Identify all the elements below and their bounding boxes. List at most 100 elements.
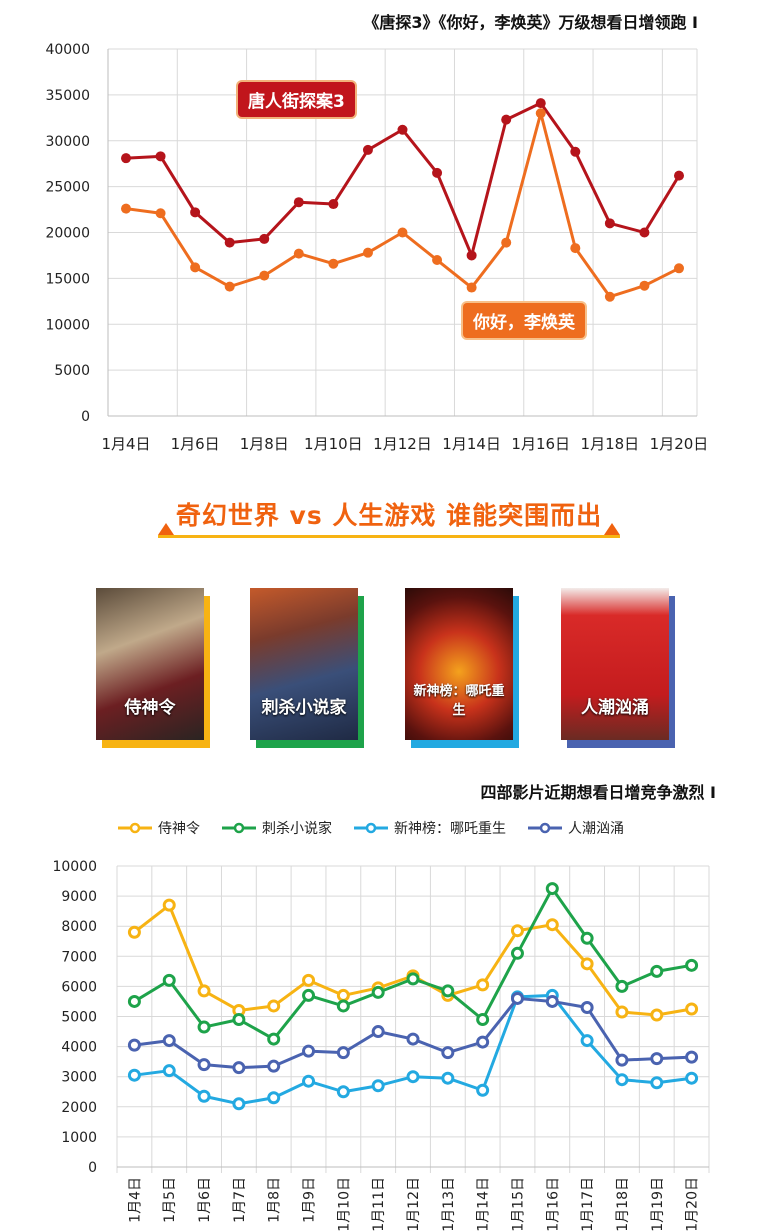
y-tick-label: 25000 xyxy=(45,180,90,196)
data-point xyxy=(190,262,201,273)
data-point xyxy=(476,978,490,992)
poster-title: 侍神令 xyxy=(124,698,176,718)
x-tick-label: 1月12日 xyxy=(406,1177,422,1231)
y-tick-label: 9000 xyxy=(61,889,97,905)
data-point xyxy=(570,243,581,254)
data-point xyxy=(501,114,512,125)
data-point xyxy=(259,270,270,281)
y-tick-label: 3000 xyxy=(61,1070,97,1086)
poster-image: 侍神令 xyxy=(96,588,204,740)
data-point xyxy=(510,924,524,938)
y-tick-label: 20000 xyxy=(45,226,90,242)
poster-nezha: 新神榜：哪吒重生 xyxy=(405,588,519,748)
data-point xyxy=(267,1059,281,1073)
data-point xyxy=(121,203,131,214)
legend-swatch xyxy=(528,822,562,834)
banner-right-triangle xyxy=(604,523,620,535)
bottom-chart-legend: 侍神令 刺杀小说家 新神榜：哪吒重生 人潮汹涌 xyxy=(118,819,624,837)
banner-underline xyxy=(158,535,620,538)
data-point xyxy=(604,291,615,302)
data-point xyxy=(371,985,385,999)
comparison-banner: 奇幻世界 vs 人生游戏 谁能突围而出 xyxy=(158,494,620,544)
legend-item: 新神榜：哪吒重生 xyxy=(354,818,506,838)
y-tick-label: 6000 xyxy=(61,979,97,995)
legend-item: 人潮汹涌 xyxy=(528,818,624,838)
data-point xyxy=(259,233,270,244)
x-tick-label: 1月20日 xyxy=(685,1177,701,1231)
x-tick-label: 1月8日 xyxy=(267,1177,283,1223)
x-tick-label: 1月10日 xyxy=(336,1177,352,1231)
data-point xyxy=(267,999,281,1013)
data-point xyxy=(162,973,176,987)
data-point xyxy=(302,973,316,987)
data-point xyxy=(190,207,201,218)
data-point xyxy=(293,248,304,259)
data-point xyxy=(685,1071,699,1085)
data-point xyxy=(302,1044,316,1058)
data-point xyxy=(155,208,166,219)
data-point xyxy=(232,1097,246,1111)
x-tick-label: 1月5日 xyxy=(162,1177,178,1223)
poster-cisha: 刺杀小说家 xyxy=(250,588,364,748)
data-point xyxy=(197,1058,211,1072)
data-point xyxy=(197,984,211,998)
bottom-line-chart: 0 1000 2000 3000 4000 5000 6000 7000 8000 9000 100… xyxy=(52,859,710,1231)
x-tick-label: 1月13日 xyxy=(441,1177,457,1231)
data-point xyxy=(267,1091,281,1105)
legend-label: 刺杀小说家 xyxy=(262,821,332,837)
data-point xyxy=(162,1034,176,1048)
data-point xyxy=(406,1070,420,1084)
data-point xyxy=(545,918,559,932)
poster-title: 刺杀小说家 xyxy=(261,698,347,718)
data-point xyxy=(674,263,684,274)
data-point xyxy=(650,1008,664,1022)
data-point xyxy=(650,1076,664,1090)
data-point xyxy=(232,1061,246,1075)
data-point xyxy=(362,144,373,155)
data-point xyxy=(685,1050,699,1064)
data-point xyxy=(197,1020,211,1034)
data-point xyxy=(510,946,524,960)
x-tick-label: 1月6日 xyxy=(197,1177,213,1223)
data-point xyxy=(545,882,559,896)
data-point xyxy=(650,1052,664,1066)
data-point xyxy=(127,925,141,939)
data-point xyxy=(336,1085,350,1099)
data-point xyxy=(432,255,443,266)
bottom-chart-title: 四部影片近期想看日增竞争激烈 I xyxy=(480,783,716,802)
y-tick-label: 2000 xyxy=(61,1100,97,1116)
data-point xyxy=(650,964,664,978)
poster-title: 人潮汹涌 xyxy=(581,698,649,718)
x-tick-label: 1月11日 xyxy=(371,1177,387,1231)
y-tick-label: 5000 xyxy=(54,363,90,379)
data-point xyxy=(302,988,316,1002)
data-point xyxy=(685,1002,699,1016)
data-point xyxy=(197,1089,211,1103)
data-point xyxy=(615,1005,629,1019)
data-point xyxy=(371,1025,385,1039)
x-tick-label: 1月10日 xyxy=(304,435,363,453)
data-point xyxy=(580,931,594,945)
x-tick-label: 1月19日 xyxy=(650,1177,666,1231)
ni-series-label: 你好，李焕英 xyxy=(463,303,585,338)
data-point xyxy=(371,1079,385,1093)
y-tick-label: 0 xyxy=(81,409,90,425)
x-tick-label: 1月14日 xyxy=(442,435,501,453)
y-tick-label: 30000 xyxy=(45,134,90,150)
y-tick-label: 0 xyxy=(88,1160,97,1176)
data-point xyxy=(336,988,350,1002)
x-tick-label: 1月16日 xyxy=(511,435,570,453)
data-point xyxy=(535,108,546,119)
poster-image: 人潮汹涌 xyxy=(561,588,669,740)
data-point xyxy=(267,1032,281,1046)
legend-swatch xyxy=(354,822,388,834)
x-tick-label: 1月18日 xyxy=(615,1177,631,1231)
data-point xyxy=(127,1068,141,1082)
data-point xyxy=(466,282,477,293)
x-tick-label: 1月4日 xyxy=(127,1177,143,1223)
top-line-chart: 0 5000 10000 15000 20000 25000 30000 35000 40000… xyxy=(45,42,708,453)
data-point xyxy=(293,197,304,208)
poster-shishenling: 侍神令 xyxy=(96,588,210,748)
data-point xyxy=(476,1083,490,1097)
series-line xyxy=(134,993,692,1106)
